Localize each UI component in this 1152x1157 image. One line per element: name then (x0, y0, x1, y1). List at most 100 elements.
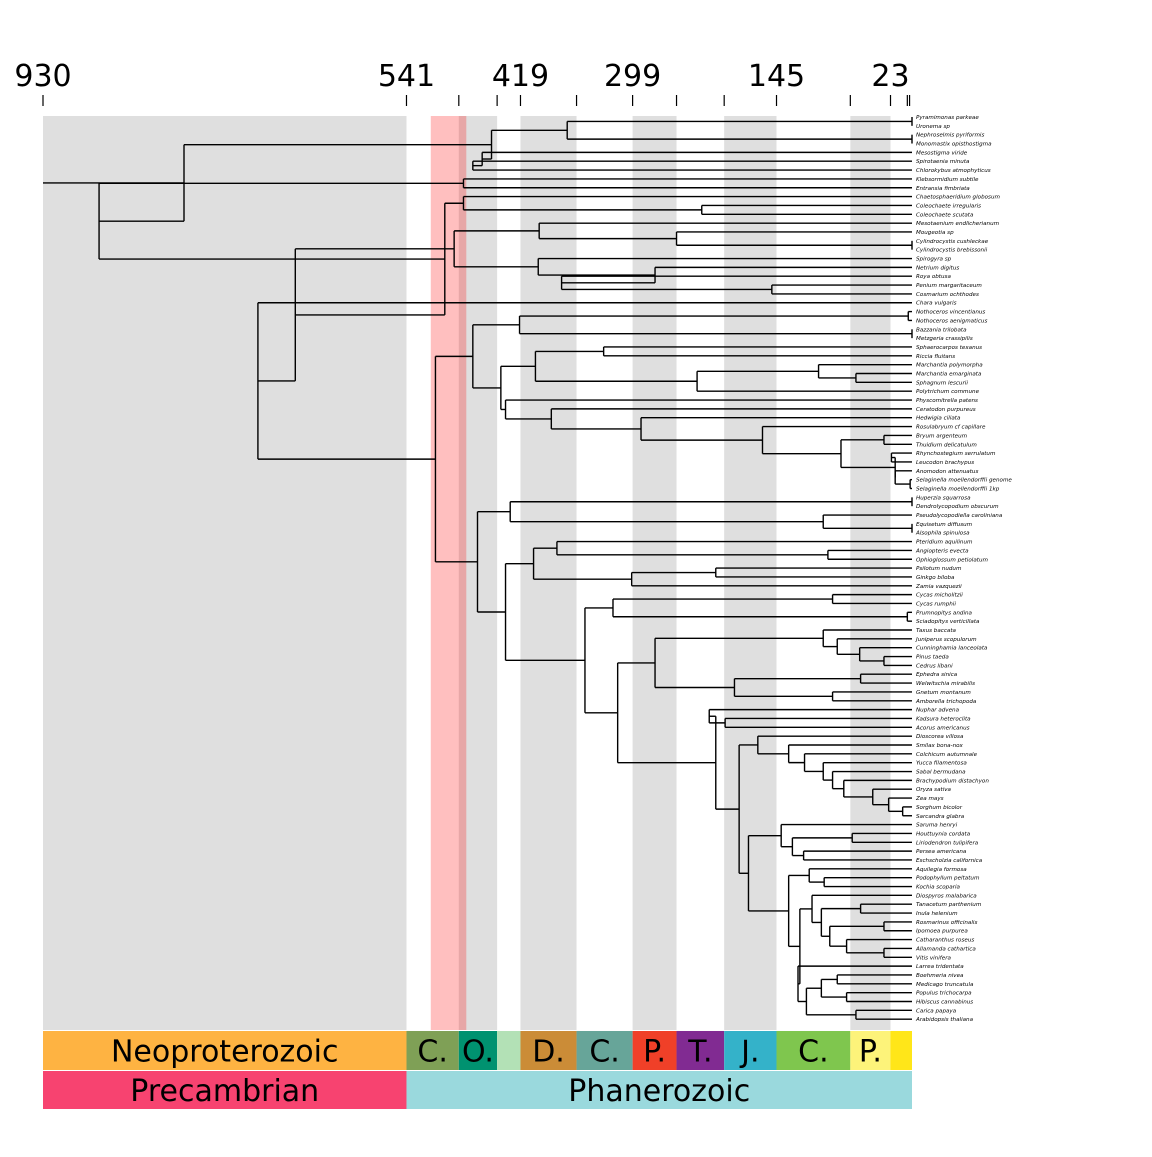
tip-label: Roya obtusa (916, 274, 951, 280)
tip-label: Pyramimonas parkeae (916, 115, 979, 121)
tip-label: Cylindrocystis cushleckae (916, 239, 989, 245)
tip-label: Medicago truncatula (916, 982, 974, 988)
tip-label: Colchicum autumnale (916, 752, 978, 758)
tip-label: Equisetum diffusum (916, 522, 973, 528)
tip-label: Sabal bermudana (916, 770, 966, 776)
period-label: C. (589, 1035, 619, 1070)
period-label: O. (462, 1035, 494, 1070)
tip-label: Marchantia emarginata (916, 372, 982, 378)
tip-label: Spirogyra sp (916, 257, 952, 263)
tip-label: Dioscorea villosa (916, 734, 964, 740)
tip-label: Chara vulgaris (916, 301, 957, 307)
era-cell (43, 1031, 407, 1070)
tip-label: Podophyllum peltatum (916, 876, 980, 882)
tip-label: Taxus baccata (916, 628, 957, 634)
tip-label: Rosulabryum cf capillare (916, 425, 986, 431)
eon-cell (406, 1071, 912, 1109)
highlight-band (430, 116, 467, 1030)
period-label: C. (798, 1035, 828, 1070)
period-label: T. (687, 1035, 712, 1070)
eon-label: Precambrian (130, 1074, 319, 1109)
time-axis: 930 541 419 299 145 23 (14, 59, 911, 106)
tip-label: Liriodendron tulipifera (916, 840, 979, 846)
tip-label: Mesostigma viride (916, 150, 968, 156)
axis-tick-label: 299 (604, 59, 661, 94)
tip-label: Pinus taeda (916, 655, 949, 661)
tip-label: Hibiscus cannabinus (916, 1000, 973, 1006)
tip-label: Persea americana (916, 849, 967, 855)
tip-label: Klebsormidium subtile (916, 177, 979, 183)
tip-label: Mougeotia sp (916, 230, 954, 236)
period-cell (632, 1031, 677, 1070)
tip-label: Sorghum bicolor (916, 805, 963, 811)
tip-label: Amborella trichopoda (915, 699, 977, 705)
tip-label: Saruma henryi (916, 823, 958, 829)
tip-label: Brachypodium distachyon (916, 778, 989, 784)
tip-label: Rosmarinus officinalis (916, 920, 977, 926)
tip-label: Catharanthus roseus (916, 938, 974, 944)
tip-label: Bazzania trilobata (916, 327, 967, 333)
tip-label: Angiopteris evecta (915, 548, 969, 554)
tip-label: Pseudolycopodiella caroliniana (916, 513, 1003, 519)
tip-label: Polytrichum commune (916, 389, 980, 395)
eon-cell (43, 1071, 407, 1109)
tip-label: Cycas micholitzii (916, 593, 963, 599)
tip-label: Nothoceros aenigmaticus (916, 318, 987, 324)
tip-label: Coleochaete irregularis (916, 203, 981, 209)
tip-label: Chlorokybus atmophyticus (916, 168, 991, 174)
period-bar: C. O. D. C. P. T. J. C. P. (406, 1031, 912, 1070)
tip-label: Sarcandra glabra (916, 814, 965, 820)
background-band (43, 116, 407, 1030)
period-cell (458, 1031, 498, 1070)
period-label: C. (417, 1035, 447, 1070)
period-cell (406, 1031, 459, 1070)
tip-label: Riccia fluitans (916, 354, 955, 360)
tip-label: Oryza sativa (916, 787, 952, 793)
tip-label: Eschscholzia californica (916, 858, 983, 864)
tip-label: Kochia scoparia (916, 885, 961, 891)
tip-label: Coleochaete scutata (916, 212, 974, 218)
tip-label: Hedwigia ciliata (916, 416, 961, 422)
tip-label: Nothoceros vincentianus (916, 310, 985, 316)
axis-tick-label: 419 (492, 59, 549, 94)
period-label: D. (532, 1035, 565, 1070)
period-cell (890, 1031, 912, 1070)
tip-labels: Pyramimonas parkeae Uronema sp Nephroselmi… (915, 115, 1012, 1023)
tip-label: Carica papaya (916, 1008, 957, 1014)
tip-label: Marchantia polymorpha (916, 363, 983, 369)
tip-label: Vitis vinifera (916, 955, 951, 961)
tip-label: Larrea tridentata (916, 964, 964, 970)
period-cell (724, 1031, 777, 1070)
tip-label: Anomodon attenuatus (915, 469, 978, 475)
tip-label: Prumnopitys andina (916, 610, 973, 616)
tip-label: Rhynchostegium serrulatum (916, 451, 996, 457)
tip-label: Alsophila spinulosa (915, 531, 970, 537)
tip-label: Penium margaritaceum (916, 283, 982, 289)
eon-label: Phanerozoic (568, 1074, 750, 1109)
period-label: P. (643, 1035, 666, 1070)
tip-label: Nuphar advena (916, 708, 960, 714)
tip-label: Arabidopsis thaliana (915, 1017, 974, 1023)
tip-label: Gnetum montanum (916, 690, 971, 696)
era-label: Neoproterozoic (111, 1035, 339, 1070)
tip-label: Acorus americanus (915, 725, 970, 731)
tip-label: Leucodon brachypus (916, 460, 974, 466)
tip-label: Monomastix opisthostigma (916, 142, 992, 148)
era-bar: Neoproterozoic (43, 1031, 407, 1070)
background-band (520, 116, 577, 1030)
tip-label: Psilotum nudum (916, 566, 962, 572)
tip-label: Zamia vazquezii (915, 584, 962, 590)
tip-label: Ipomoea purpurea (916, 929, 968, 935)
tip-label: Ginkgo biloba (916, 575, 955, 581)
tip-label: Sphagnum lescurii (916, 380, 968, 386)
tip-label: Selaginella moellendorffii genome (916, 478, 1012, 484)
tip-label: Ceratodon purpureus (916, 407, 976, 413)
axis-tick-label: 145 (748, 59, 805, 94)
tip-label: Houttuynia cordata (916, 831, 971, 837)
highlight-band-rect (430, 116, 467, 1030)
tip-label: Aquilegia formosa (915, 867, 967, 873)
tip-label: Kadsura heteroclita (916, 716, 971, 722)
period-label: P. (859, 1035, 882, 1070)
tip-label: Chaetosphaeridium globosum (916, 195, 1001, 201)
